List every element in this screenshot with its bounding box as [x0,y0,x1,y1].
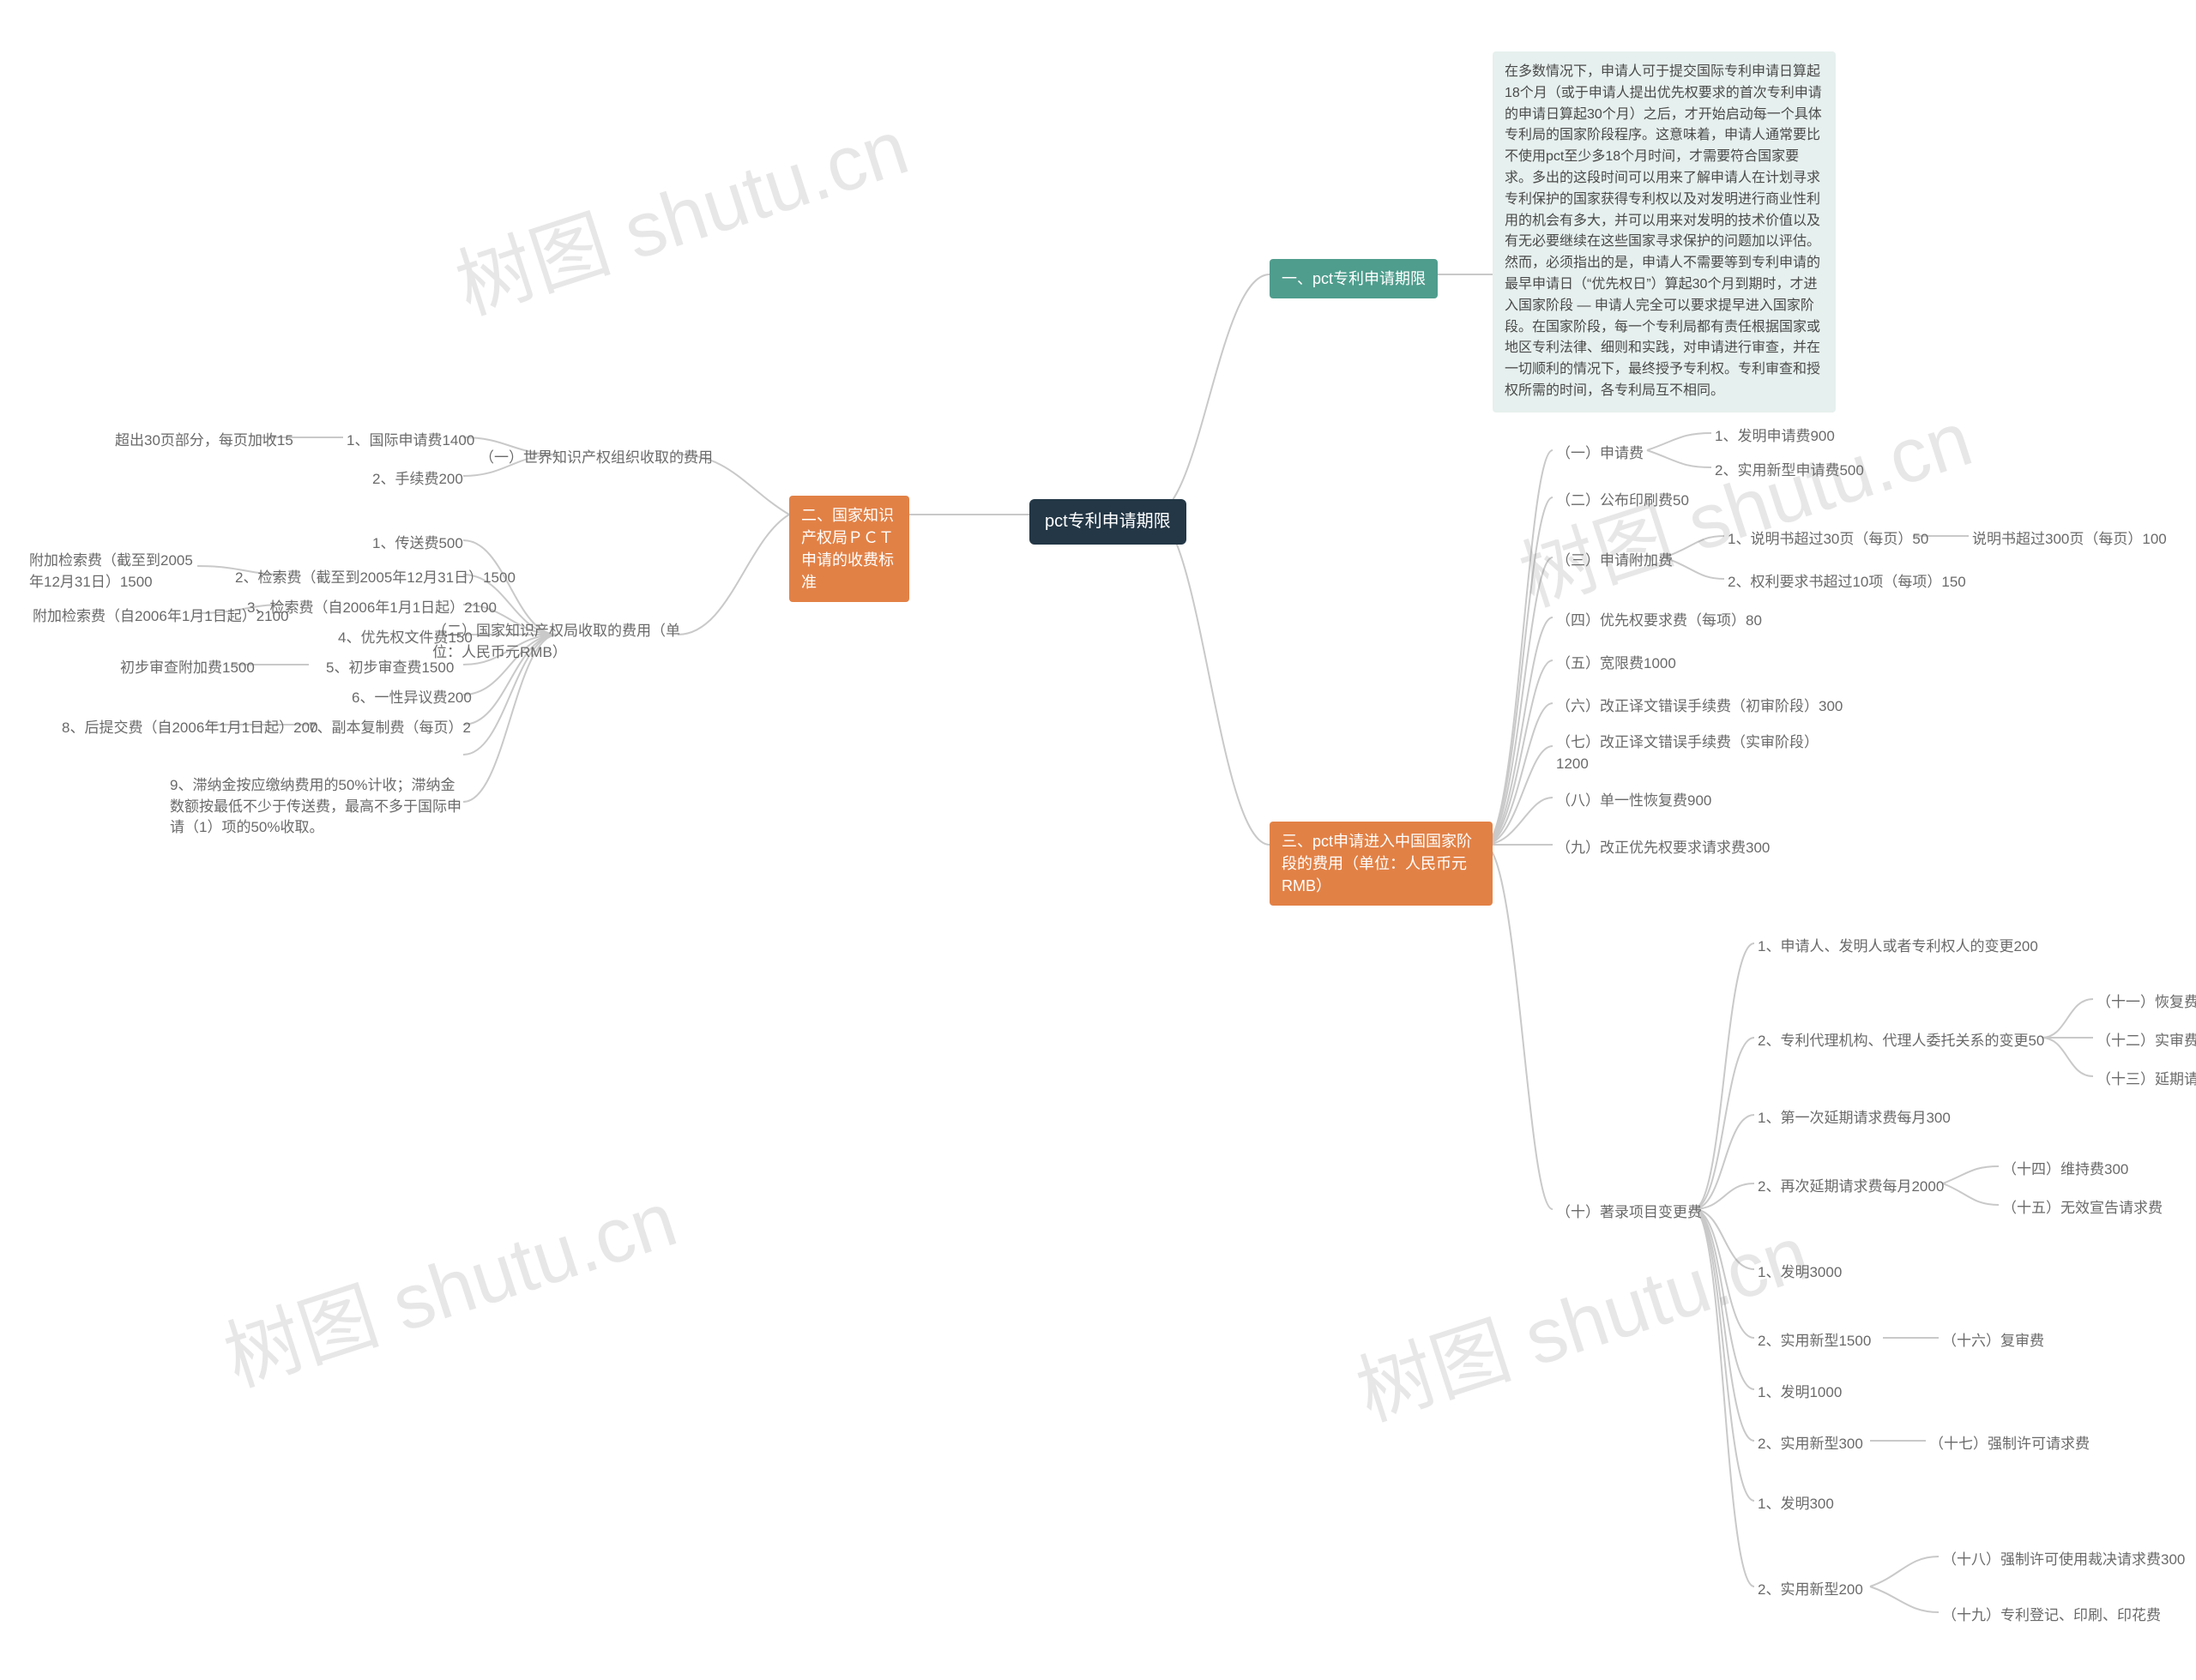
watermark: 树图 shutu.cn [440,85,920,335]
b3-g10-r2: 2、再次延期请求费每月2000 [1754,1173,1947,1201]
b3-g10-r4: 2、实用新型1500 [1754,1328,1874,1356]
b2-g2-i3a: 附加检索费（自2006年1月1日起）2100 [29,603,293,631]
b3-g7: （七）改正译文错误手续费（实审阶段）1200 [1553,729,1836,778]
b3-g10-r8-19: （十九）专利登记、印刷、印花费 [1939,1602,2164,1630]
b3-g10-r5: 1、发明1000 [1754,1379,1845,1407]
b3-g5: （五）宽限费1000 [1553,650,1680,678]
b3-g10-r6: 2、实用新型300 [1754,1430,1867,1459]
b2-g2-i5a: 初步审查附加费1500 [117,654,258,683]
branch-3: 三、pct申请进入中国国家阶段的费用（单位：人民币元RMB） [1270,822,1493,906]
b2-g2-i5: 5、初步审查费1500 [323,654,457,683]
b3-g10-i2-11: （十一）恢复费1000 [2093,989,2196,1017]
b2-g2-i4: 4、优先权文件费150 [335,624,476,653]
b3-g10-i2-13: （十三）延期请求费（每月）300 [2093,1066,2196,1094]
b2-g2-i8: 8、后提交费（自2006年1月1日起）200 [58,714,322,743]
b3-g10-r2-15: （十五）无效宣告请求费 [1999,1195,2166,1223]
b3-g1-i2: 2、实用新型申请费500 [1711,457,1867,485]
root-node: pct专利申请期限 [1029,499,1186,545]
b2-g2-i6: 6、一性异议费200 [348,684,475,713]
b2-g2-i9: 9、滞纳金按应缴纳费用的50%计收；滞纳金数额按最低不少于传送费，最高不多于国际… [166,772,467,842]
b3-g6: （六）改正译文错误手续费（初审阶段）300 [1553,693,1846,721]
b3-g3: （三）申请附加费 [1553,547,1676,575]
b2-g1-i2: 2、手续费200 [369,466,467,494]
b3-g10-i2: 2、专利代理机构、代理人委托关系的变更50 [1754,1027,2048,1056]
b3-g10-i2-12: （十二）实审费2500 [2093,1027,2196,1056]
watermark: 树图 shutu.cn [1341,1191,1820,1442]
b3-g8: （八）单一性恢复费900 [1553,787,1715,816]
b3-g10-r2-14: （十四）维持费300 [1999,1156,2132,1184]
b3-g10: （十）著录项目变更费 [1553,1199,1705,1227]
b3-g3-i2: 2、权利要求书超过10项（每项）150 [1724,569,1970,597]
b3-g2: （二）公布印刷费50 [1553,487,1692,515]
b3-g10-r8-18: （十八）强制许可使用裁决请求费300 [1939,1546,2188,1575]
b3-g10-r8: 2、实用新型200 [1754,1576,1867,1605]
b3-g4: （四）优先权要求费（每项）80 [1553,607,1765,635]
b3-g10-r1: 1、第一次延期请求费每月300 [1754,1105,1954,1133]
branch-1-paragraph: 在多数情况下，申请人可于提交国际专利申请日算起18个月（或于申请人提出优先权要求… [1493,51,1836,412]
b3-g10-r3: 1、发明3000 [1754,1259,1845,1287]
b3-g1: （一）申请费 [1553,440,1647,468]
b2-g2-i1: 1、传送费500 [369,530,467,558]
b2-g1-i1: 1、国际申请费1400 [343,427,478,455]
b3-g10-r4-16: （十六）复审费 [1939,1328,2048,1356]
b3-g3-i1: 1、说明书超过30页（每页）50 [1724,526,1932,554]
b3-g10-i1: 1、申请人、发明人或者专利权人的变更200 [1754,933,2042,961]
b2-g2-i2a: 附加检索费（截至到2005年12月31日）1500 [26,547,197,596]
b3-g10-r7: 1、发明300 [1754,1490,1837,1519]
b2-g1-i1a: 超出30页部分，每页加收15 [112,427,297,455]
branch-2: 二、国家知识产权局ＰＣＴ申请的收费标准 [789,496,909,602]
b2-g1: （一）世界知识产权组织收取的费用 [476,444,716,473]
b3-g9: （九）改正优先权要求请求费300 [1553,834,1773,863]
b3-g10-r6-17: （十七）强制许可请求费 [1926,1430,2093,1459]
b2-g2-i7: 7、副本复制费（每页）2 [305,714,474,743]
b3-g1-i1: 1、发明申请费900 [1711,423,1838,451]
branch-1: 一、pct专利申请期限 [1270,259,1438,298]
b2-g2-i2: 2、检索费（截至到2005年12月31日）1500 [232,564,519,593]
watermark: 树图 shutu.cn [208,1157,688,1407]
b3-g3-i1a: 说明书超过300页（每页）100 [1969,526,2170,554]
